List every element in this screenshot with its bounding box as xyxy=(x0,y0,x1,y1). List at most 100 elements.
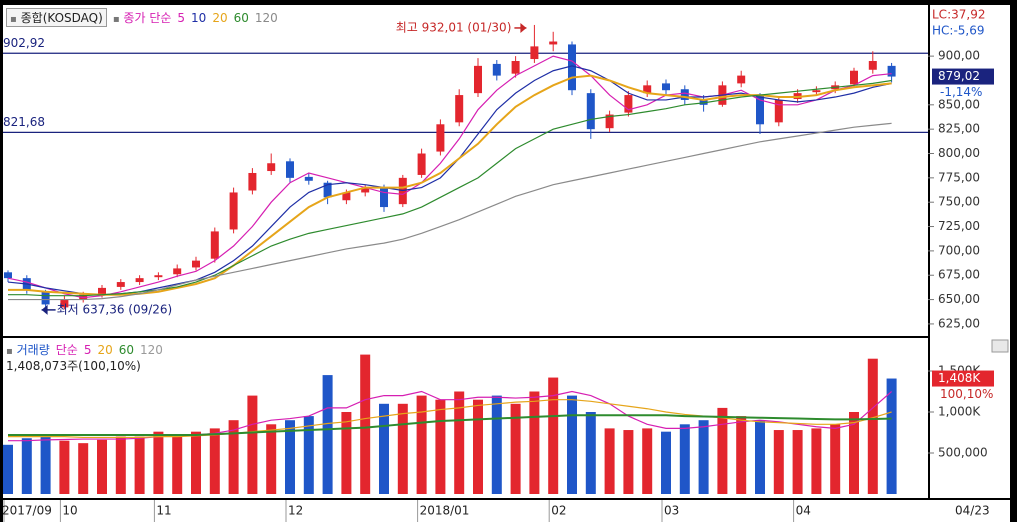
volume-title: ▪ 거래량 xyxy=(6,343,50,357)
y-axis-panel xyxy=(930,5,1010,498)
candle-body xyxy=(248,172,257,191)
legend-entry: 60 xyxy=(118,342,135,357)
high-label: 최고 932,01 (01/30) xyxy=(396,20,512,34)
volume-bar xyxy=(78,443,89,494)
candle-body xyxy=(474,65,482,94)
volume-bar xyxy=(59,440,70,494)
y-tick-label: 1,000K xyxy=(938,404,981,418)
volume-bar xyxy=(360,354,371,494)
volume-bar xyxy=(21,438,32,494)
candle-body xyxy=(643,85,652,94)
volume-bar xyxy=(115,436,126,494)
candle-body xyxy=(286,161,294,178)
volume-bar xyxy=(153,431,164,494)
volume-bar xyxy=(867,358,878,494)
volume-bar xyxy=(228,420,239,494)
volume-label: 거래량 xyxy=(16,343,50,357)
reference-label: 821,68 xyxy=(3,115,45,129)
lc: LC:37,92 xyxy=(932,8,985,22)
candle-body xyxy=(417,153,426,175)
candle-body xyxy=(492,63,501,76)
volume-bar xyxy=(717,407,728,494)
legend-entry: 120 xyxy=(140,342,163,357)
volume-bar xyxy=(642,428,653,494)
hc: HC:-5,69 xyxy=(932,24,985,38)
y-tick-label: 625,00 xyxy=(938,316,980,330)
ma-line xyxy=(8,122,892,301)
volume-bar xyxy=(285,420,295,494)
volume-bar xyxy=(529,391,540,494)
y-tick-label: 800,00 xyxy=(938,146,980,160)
volume-bar xyxy=(247,395,258,494)
ma-line xyxy=(7,55,892,299)
volume-info: 1,408,073주(100,10%) xyxy=(6,359,141,373)
candle-body xyxy=(361,187,370,193)
candle-body xyxy=(699,98,708,105)
volume-bar xyxy=(303,416,314,494)
legend-label: 종가 단순 xyxy=(123,11,172,25)
x-last-date: 04/23 xyxy=(955,504,990,518)
change: -1,14% xyxy=(940,85,982,99)
volume-bar xyxy=(473,399,483,494)
volume-bar xyxy=(435,399,446,494)
legend-entry: 10 xyxy=(191,10,207,25)
x-axis-panel xyxy=(3,500,1010,522)
candle-body xyxy=(173,268,182,275)
volume-bar xyxy=(454,391,465,494)
x-tick-label: 04 xyxy=(796,504,811,518)
candle-body xyxy=(98,287,106,295)
volume-bar xyxy=(679,424,690,494)
candle-body xyxy=(586,93,595,130)
volume-bar xyxy=(379,403,389,494)
candle-body xyxy=(868,60,877,70)
volume-bar xyxy=(886,378,897,494)
panel-button[interactable] xyxy=(991,339,1009,353)
candle-body xyxy=(436,124,445,152)
legend-entry: 20 xyxy=(212,10,228,25)
candle-body xyxy=(756,95,764,125)
volume-legend: ▪ 거래량 단순 5 20 60 120 xyxy=(6,341,163,358)
y-tick-label: 650,00 xyxy=(938,292,980,306)
volume-bar xyxy=(698,420,709,494)
last-volume: 1,408K xyxy=(938,371,981,385)
candle-body xyxy=(568,44,576,91)
arrow-head xyxy=(520,22,527,33)
candle-body xyxy=(304,176,313,181)
reference-label: 902,92 xyxy=(3,36,45,50)
x-tick-label: 2017/09 xyxy=(2,504,52,518)
x-tick-label: 02 xyxy=(551,504,566,518)
x-tick-label: 2018/01 xyxy=(420,504,470,518)
volume-bar xyxy=(266,424,277,494)
y-tick-label: 900,00 xyxy=(938,49,980,63)
ma-line xyxy=(7,65,892,296)
volume-plot xyxy=(3,354,897,494)
ma-line xyxy=(8,414,892,436)
legend-entry: 120 xyxy=(254,10,278,25)
y-tick-label: 850,00 xyxy=(938,97,980,111)
volume-bar xyxy=(322,375,333,494)
volume-bar xyxy=(792,430,803,494)
volume-bar xyxy=(811,428,822,494)
volume-bar xyxy=(830,424,841,494)
price-legend: ▪ 종합(KOSDAQ) ▪ 종가 단순 5 10 20 60 120 xyxy=(6,8,278,27)
candle-body xyxy=(605,114,614,129)
y-tick-label: 775,00 xyxy=(938,170,980,184)
volume-bar xyxy=(491,395,502,494)
volume-bar xyxy=(736,416,747,494)
last-volume-box xyxy=(932,370,994,387)
candle-body xyxy=(662,83,670,91)
x-tick-label: 12 xyxy=(288,504,303,518)
candle-body xyxy=(135,278,144,283)
volume-bar xyxy=(567,395,577,494)
candle-body xyxy=(267,163,276,172)
volume-bar xyxy=(548,377,559,494)
ma-line xyxy=(8,399,892,439)
x-tick-label: 10 xyxy=(62,504,77,518)
volume-bar xyxy=(585,411,596,494)
legend-title: 단순 xyxy=(55,343,78,357)
volume-bar xyxy=(604,428,615,494)
y-tick-label: 500,000 xyxy=(938,445,988,459)
candle-body xyxy=(41,291,50,305)
